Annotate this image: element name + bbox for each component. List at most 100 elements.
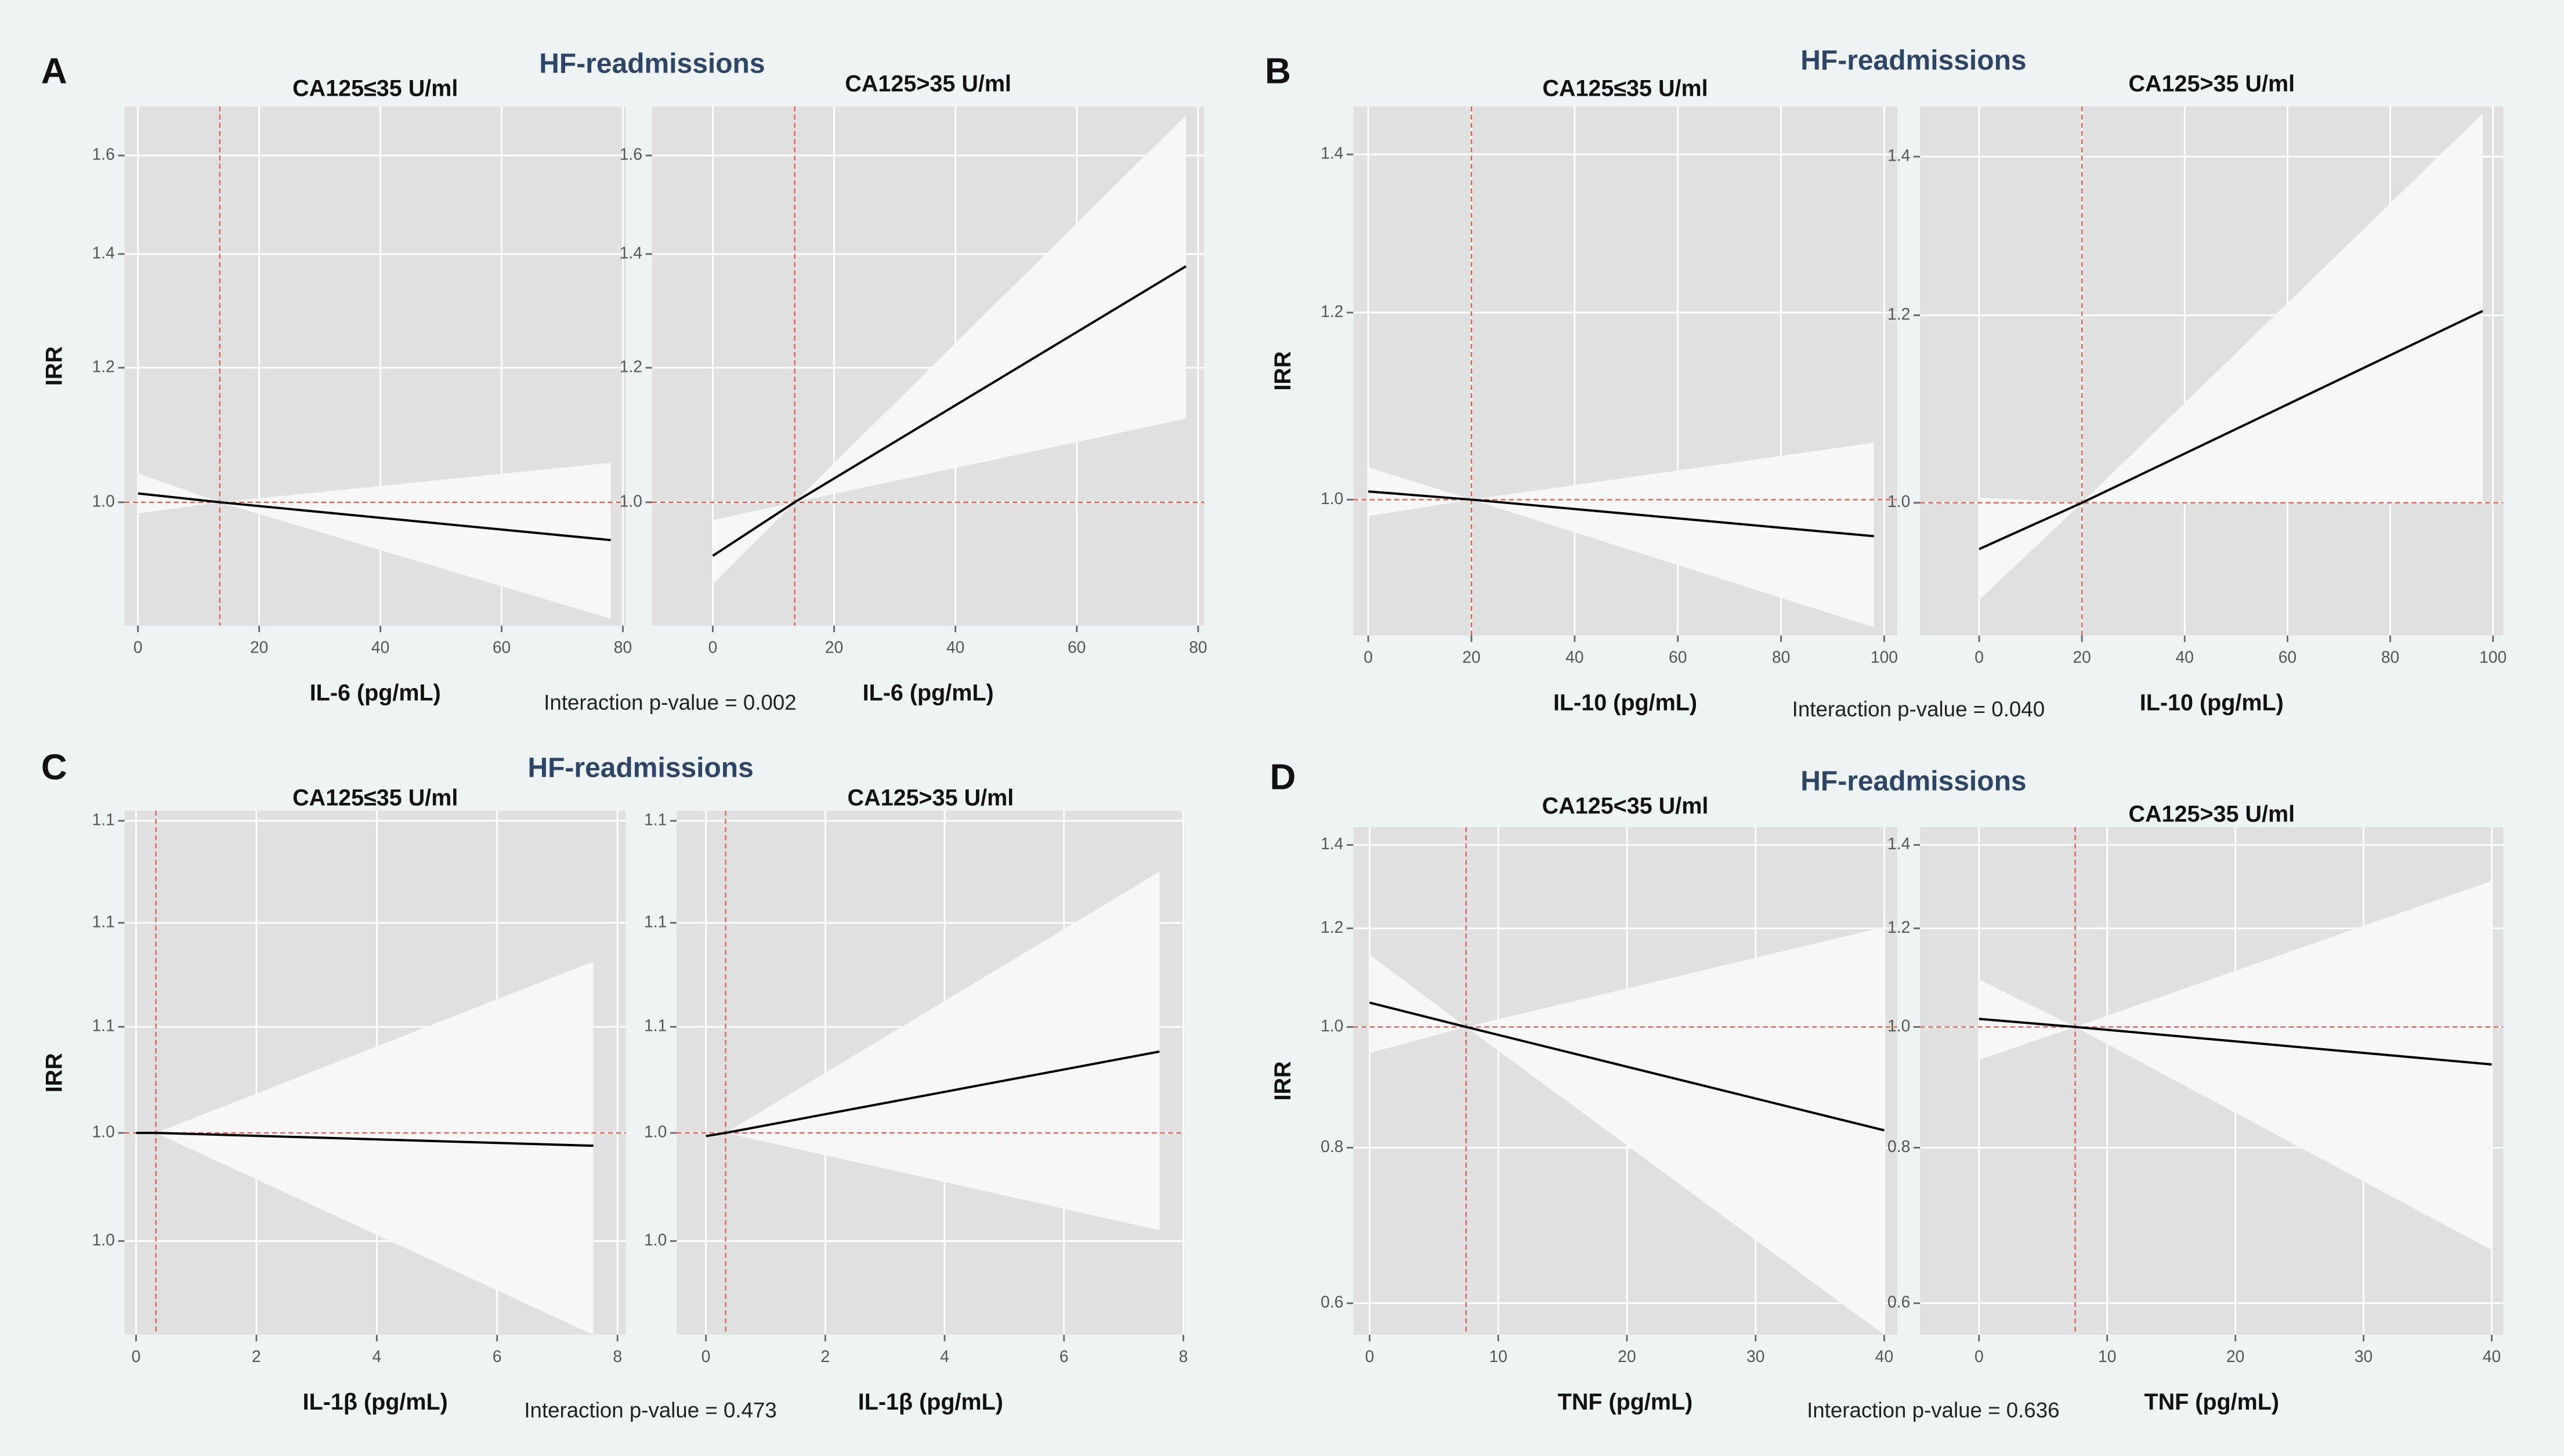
y-tick-label: 1.0 (92, 1230, 115, 1249)
y-tick-label: 1.2 (620, 357, 642, 375)
panel-heading: HF-readmissions (539, 49, 765, 79)
subplot-title: CA125≤35 U/ml (292, 785, 458, 810)
interaction-note: Interaction p-value = 0.473 (524, 1398, 776, 1422)
y-tick-label: 1.0 (644, 1122, 667, 1140)
y-tick-label: 1.2 (1321, 918, 1343, 936)
plot-area (1353, 827, 1897, 1335)
plot-area (124, 810, 626, 1335)
y-tick-label: 1.4 (620, 243, 642, 262)
x-tick-label: 20 (2073, 647, 2091, 666)
panel-letter: B (1265, 51, 1291, 91)
x-tick-label: 40 (1565, 647, 1583, 666)
plot-area (1920, 106, 2504, 636)
y-tick-label: 1.0 (1887, 492, 1910, 510)
plot-area (677, 810, 1185, 1335)
x-tick-label: 20 (1618, 1347, 1636, 1366)
subplot: 0 20 40 60 80 1.0 1.2 1.4 1.6 CA125≤35 U/ml IL-6 (… (42, 76, 632, 706)
interaction-note: Interaction p-value = 0.002 (544, 691, 796, 715)
x-axis-label: TNF (pg/mL) (1558, 1389, 1693, 1415)
y-tick-label: 1.1 (644, 810, 667, 828)
subplot-title: CA125>35 U/ml (845, 71, 1011, 96)
subplot: 0 10 20 30 40 0.6 0.8 1.0 1.2 1.4 CA125>35 U/ml TNF… (1887, 801, 2504, 1415)
plot-area (124, 106, 626, 626)
irr-line (136, 1131, 594, 1147)
x-tick-label: 10 (2098, 1347, 2116, 1366)
panel-letter: C (41, 747, 67, 787)
y-tick-label: 1.0 (92, 491, 115, 510)
y-axis-label: IRR (1270, 1061, 1296, 1100)
x-tick-label: 6 (1059, 1347, 1069, 1366)
y-tick-label: 1.0 (620, 491, 642, 510)
panel-heading: HF-readmissions (1800, 45, 2026, 76)
y-tick-label: 1.1 (92, 810, 115, 828)
x-tick-label: 8 (1179, 1347, 1188, 1366)
irr-line (1369, 1001, 1885, 1132)
subplot-title: CA125>35 U/ml (2128, 801, 2295, 827)
plot-area (1920, 827, 2504, 1335)
y-tick-label: 1.1 (644, 912, 667, 930)
interaction-note: Interaction p-value = 0.040 (1792, 697, 2045, 721)
y-tick-label: 1.2 (1321, 302, 1343, 320)
x-axis-label: IL-6 (pg/mL) (863, 680, 994, 706)
y-tick-label: 1.4 (92, 243, 115, 262)
subplot: 0 2 4 6 8 1.0 1.0 1.1 1.1 1.1 CA125>35 U/ml IL-1β (… (644, 785, 1188, 1415)
y-tick-label: 1.1 (644, 1016, 667, 1035)
x-axis-label: IL-10 (pg/mL) (2140, 690, 2284, 715)
x-tick-label: 60 (1669, 647, 1687, 666)
irr-line (706, 1050, 1160, 1138)
y-tick-label: 1.2 (92, 357, 115, 375)
y-tick-label: 1.0 (1321, 489, 1343, 508)
confidence-band (713, 115, 1187, 584)
irr-line (1979, 310, 2483, 550)
x-tick-label: 4 (940, 1347, 949, 1366)
subplot-title: CA125<35 U/ml (1542, 793, 1709, 818)
y-tick-label: 1.2 (1887, 305, 1910, 323)
irr-line (138, 492, 611, 542)
subplot: 0 20 40 60 80 100 1.0 1.2 1.4 CA125>35 U/ml IL-10 … (1887, 71, 2507, 715)
x-tick-label: 100 (1871, 647, 1898, 666)
irr-line (1979, 1017, 2492, 1066)
x-tick-label: 0 (1974, 1347, 1984, 1366)
x-tick-label: 0 (701, 1347, 711, 1366)
x-tick-label: 30 (1746, 1347, 1764, 1366)
y-tick-label: 0.8 (1887, 1137, 1910, 1156)
x-tick-label: 0 (708, 638, 718, 657)
y-tick-label: 0.8 (1321, 1137, 1343, 1156)
x-tick-label: 80 (2381, 647, 2399, 666)
y-tick-label: 1.4 (1321, 144, 1343, 162)
y-tick-label: 1.4 (1321, 834, 1343, 853)
x-tick-label: 0 (1974, 647, 1984, 666)
subplot-title: CA125≤35 U/ml (1542, 76, 1708, 102)
x-tick-label: 80 (614, 638, 632, 657)
y-tick-label: 1.0 (1887, 1016, 1910, 1035)
confidence-band (1979, 113, 2483, 600)
y-tick-label: 1.4 (1887, 834, 1910, 853)
x-tick-label: 20 (1462, 647, 1480, 666)
x-tick-label: 2 (252, 1347, 261, 1366)
x-tick-label: 6 (493, 1347, 502, 1366)
subplot-title: CA125≤35 U/ml (292, 76, 458, 102)
panel-letter: A (41, 51, 67, 91)
x-tick-label: 40 (371, 638, 389, 657)
confidence-band (1368, 443, 1874, 628)
interaction-note: Interaction p-value = 0.636 (1807, 1398, 2059, 1422)
y-tick-label: 1.0 (644, 1230, 667, 1249)
x-tick-label: 20 (2226, 1347, 2244, 1366)
confidence-band (706, 871, 1160, 1230)
x-tick-label: 2 (820, 1347, 830, 1366)
x-tick-label: 8 (613, 1347, 622, 1366)
y-axis-label: IRR (42, 346, 67, 386)
subplot-title: CA125>35 U/ml (2128, 71, 2295, 96)
y-tick-label: 1.6 (92, 145, 115, 164)
y-tick-label: 1.4 (1887, 146, 1910, 165)
irr-line (1368, 490, 1874, 538)
x-tick-label: 40 (946, 638, 964, 657)
x-tick-label: 40 (2176, 647, 2194, 666)
x-tick-label: 60 (493, 638, 511, 657)
y-tick-label: 1.2 (1887, 918, 1910, 936)
panel-heading: HF-readmissions (1800, 766, 2026, 796)
x-axis-label: IL-1β (pg/mL) (858, 1389, 1003, 1415)
y-tick-label: 0.6 (1321, 1292, 1343, 1311)
x-tick-label: 60 (1068, 638, 1086, 657)
